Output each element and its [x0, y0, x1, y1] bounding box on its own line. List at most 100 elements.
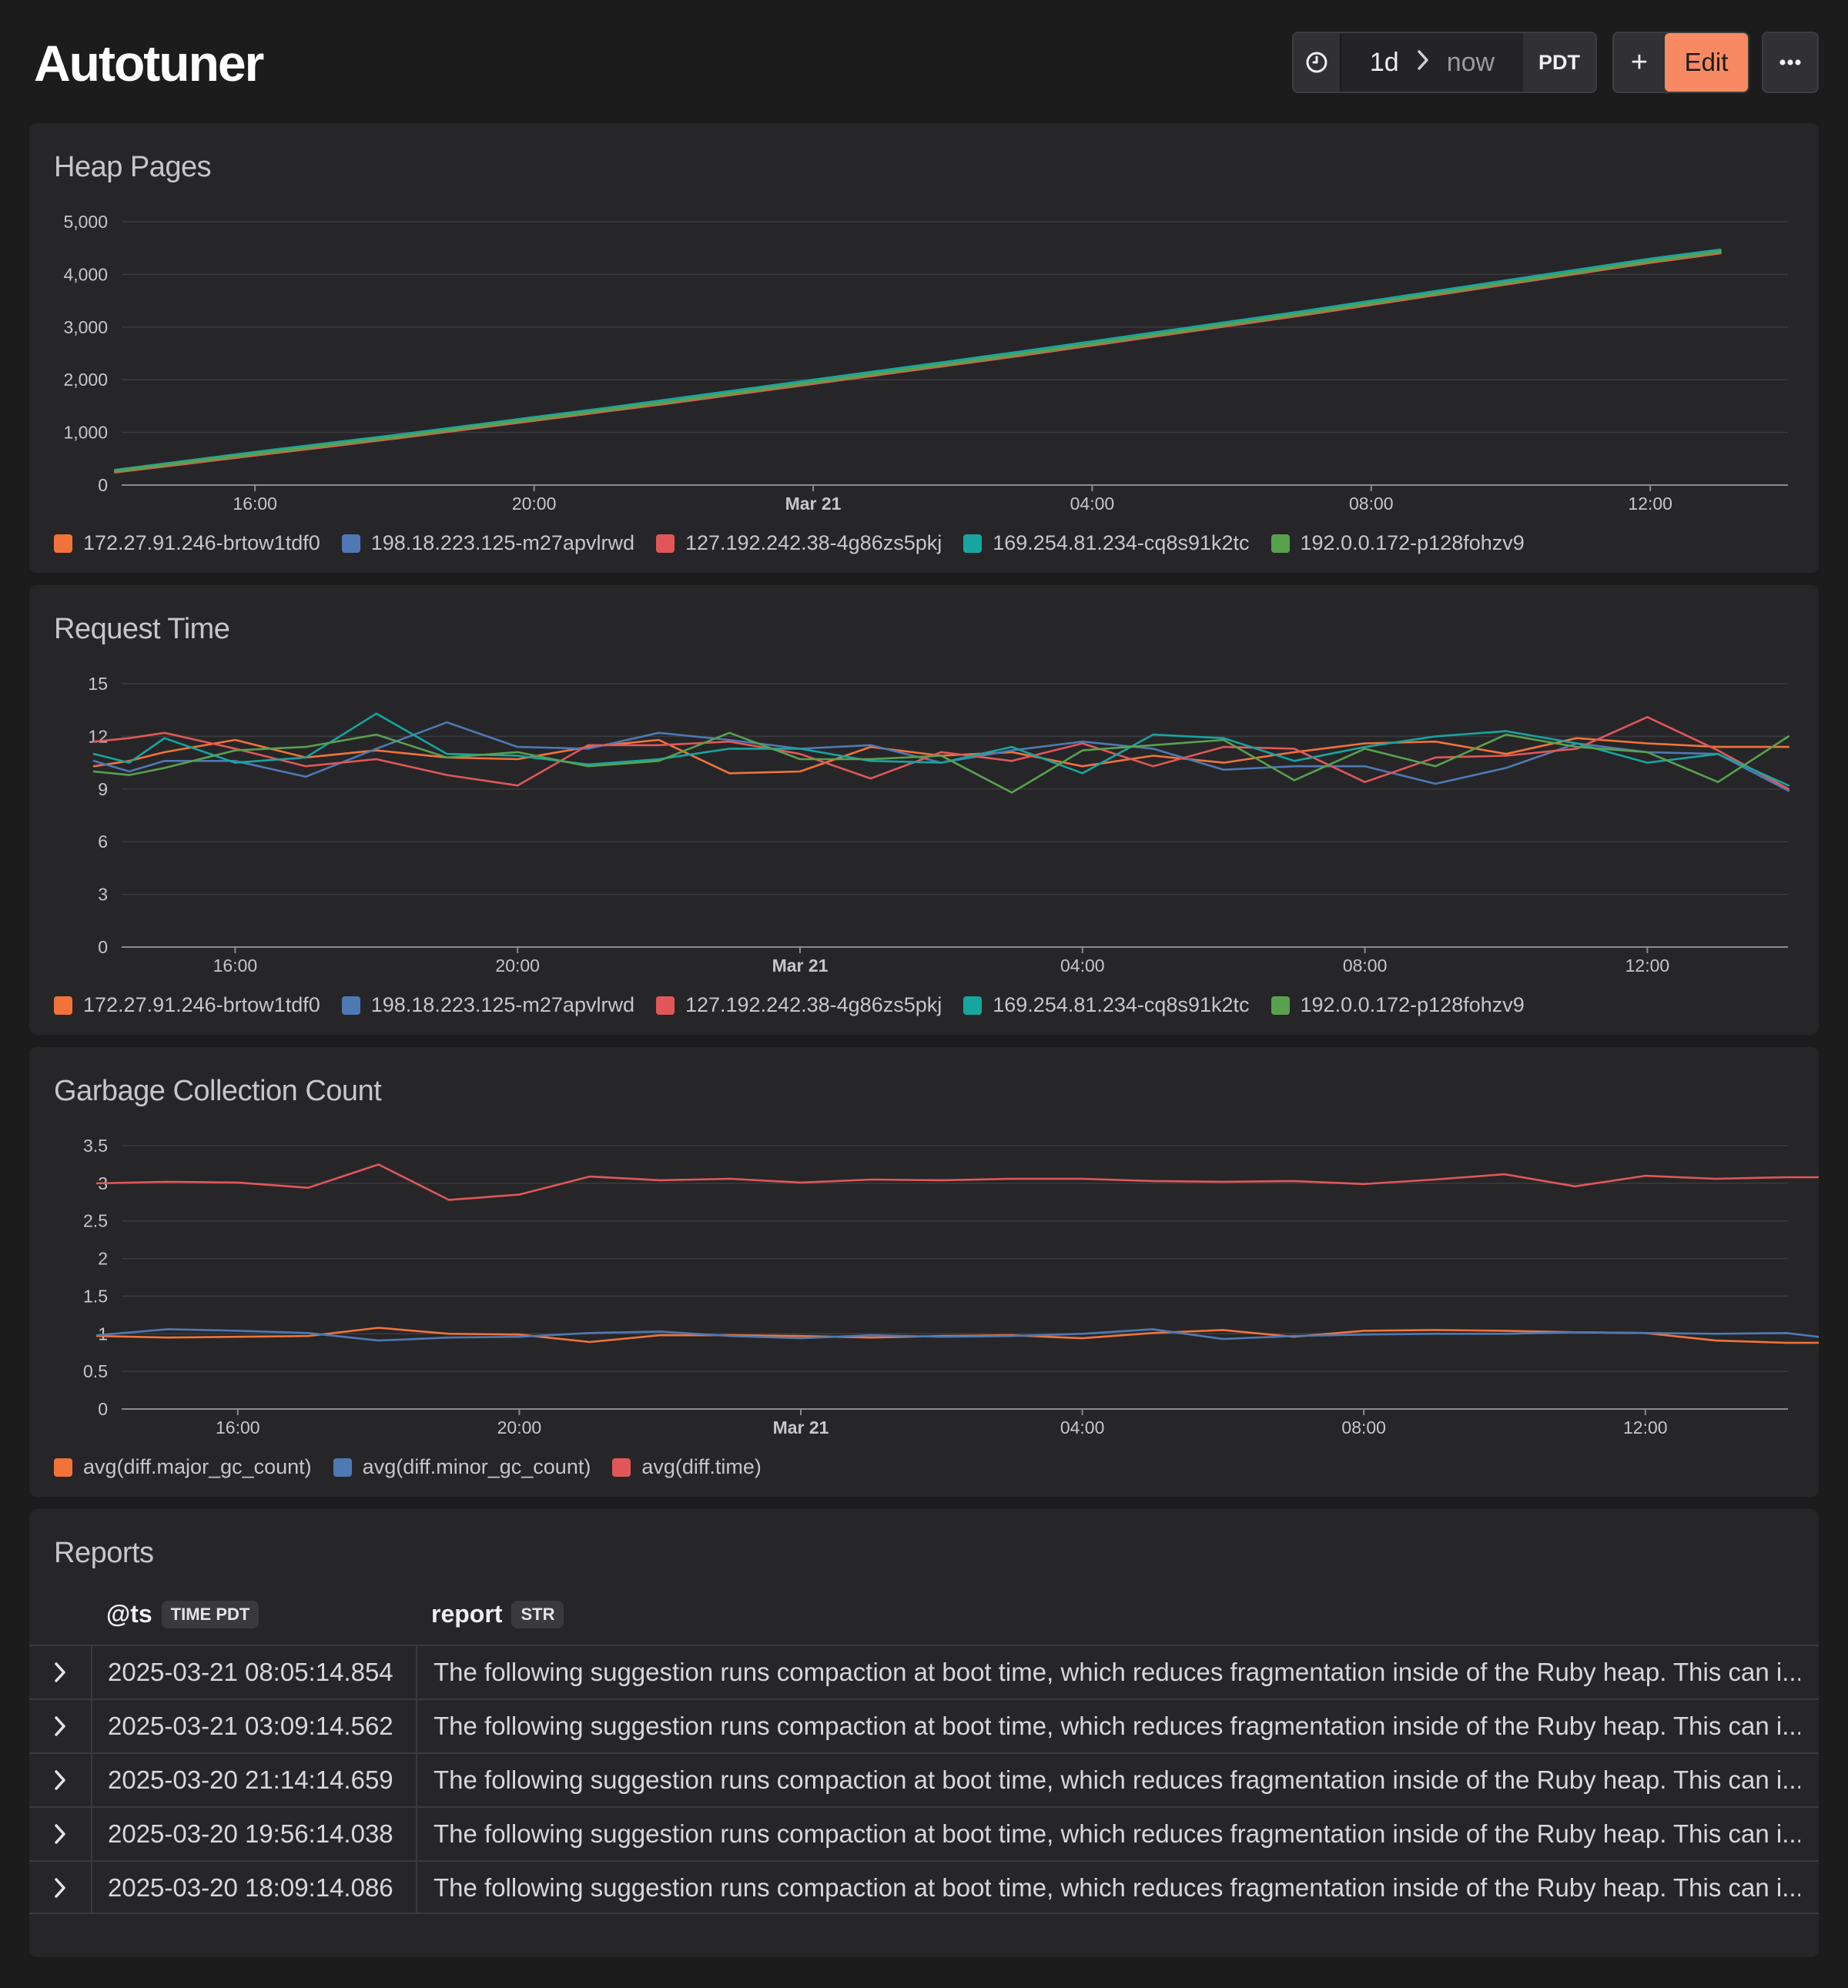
time-range-picker[interactable]: 1d now PDT	[1292, 32, 1597, 93]
x-tick-label: 16:00	[216, 1417, 260, 1437]
row-timestamp: 2025-03-21 03:09:14.562	[108, 1712, 393, 1740]
chevron-right-icon[interactable]	[29, 1700, 92, 1752]
panel-title: Reports	[54, 1537, 154, 1569]
legend-label: 127.192.242.38-4g86zs5pkj	[685, 993, 942, 1016]
heap-pages-chart[interactable]: 5,000 4,000 3,000 2,000 1,000 0 16:00 20:00 Mar …	[29, 123, 1819, 573]
column-divider	[416, 1862, 417, 1914]
add-button[interactable]: +	[1630, 45, 1649, 79]
legend-item[interactable]: avg(diff.minor_gc_count)	[333, 1455, 591, 1479]
swatch	[655, 534, 675, 553]
clock-icon[interactable]	[1294, 33, 1341, 92]
column-divider	[416, 1808, 417, 1860]
series-line-3[interactable]	[114, 248, 1722, 472]
legend: 172.27.91.246-brtow1tdf0 198.18.223.125-…	[54, 993, 1525, 1017]
y-tick-label: 5,000	[63, 212, 108, 232]
series-line-3[interactable]	[92, 712, 1790, 787]
swatch	[54, 534, 72, 553]
legend-item[interactable]: 169.254.81.234-cq8s91k2tc	[963, 993, 1250, 1017]
x-tick-label: 08:00	[1341, 1417, 1386, 1437]
series-line-1[interactable]	[95, 1328, 1819, 1342]
request-time-panel: Request Time 15 12 9 6 3 0 16:00 20:00 Mar 21 04:…	[29, 585, 1819, 1035]
swatch	[54, 996, 72, 1015]
legend-label: 169.254.81.234-cq8s91k2tc	[993, 993, 1250, 1016]
chevron-right-icon[interactable]	[29, 1754, 92, 1806]
legend-label: 192.0.0.172-p128fohzv9	[1300, 993, 1525, 1016]
legend-label: 198.18.223.125-m27apvlrwd	[370, 531, 634, 554]
x-tick-label: 08:00	[1343, 956, 1388, 976]
x-tick-label: 20:00	[512, 494, 557, 514]
legend: avg(diff.major_gc_count) avg(diff.minor_…	[54, 1455, 762, 1479]
swatch	[963, 534, 983, 553]
time-range-field[interactable]: 1d now	[1341, 33, 1523, 92]
row-report: The following suggestion runs compaction…	[434, 1765, 1800, 1794]
edit-controls: + Edit	[1612, 32, 1749, 93]
series-line-4[interactable]	[114, 250, 1722, 473]
legend-label: 172.27.91.246-brtow1tdf0	[83, 531, 320, 554]
y-tick-label: 2.5	[83, 1211, 108, 1231]
table-row[interactable]: 2025-03-21 03:09:14.562 The following su…	[29, 1699, 1819, 1752]
y-tick-label: 0.5	[83, 1361, 108, 1381]
legend-label: avg(diff.minor_gc_count)	[362, 1455, 591, 1478]
more-icon	[1779, 59, 1801, 65]
series-line-0[interactable]	[92, 737, 1790, 775]
table-row[interactable]: 2025-03-20 19:56:14.038 The following su…	[29, 1806, 1819, 1860]
y-tick-label: 9	[98, 779, 108, 799]
more-button[interactable]	[1762, 32, 1819, 93]
column-header-ts[interactable]: @ts TIME PDT	[106, 1600, 259, 1628]
x-tick-label: 12:00	[1623, 1417, 1668, 1437]
edit-button[interactable]: Edit	[1665, 33, 1748, 92]
column-header-report[interactable]: report STR	[431, 1600, 564, 1628]
y-tick-label: 1,000	[63, 423, 108, 443]
y-tick-label: 1.5	[83, 1286, 108, 1306]
legend-item[interactable]: avg(diff.time)	[612, 1455, 762, 1479]
swatch	[341, 534, 360, 553]
chevron-right-icon[interactable]	[29, 1808, 92, 1860]
legend-item[interactable]: 172.27.91.246-brtow1tdf0	[54, 531, 320, 555]
legend-item[interactable]: 192.0.0.172-p128fohzv9	[1270, 531, 1525, 555]
chevron-right-icon[interactable]	[29, 1646, 92, 1699]
panel-title: Heap Pages	[54, 151, 212, 183]
y-tick-label: 15	[88, 674, 108, 694]
chevron-right-icon[interactable]	[29, 1862, 92, 1914]
column-divider	[416, 1646, 417, 1699]
reports-panel: Reports @ts TIME PDT report STR	[29, 1509, 1819, 1957]
column-type-badge: STR	[511, 1600, 564, 1628]
legend-item[interactable]: 198.18.223.125-m27apvlrwd	[341, 531, 634, 555]
series-line-2[interactable]	[95, 1163, 1819, 1201]
swatch	[963, 996, 983, 1015]
series-line-1[interactable]	[92, 721, 1790, 792]
legend-label: 172.27.91.246-brtow1tdf0	[83, 993, 320, 1016]
legend-label: avg(diff.major_gc_count)	[83, 1455, 312, 1478]
legend-item[interactable]: 169.254.81.234-cq8s91k2tc	[963, 531, 1250, 555]
y-tick-label: 0	[98, 475, 108, 495]
x-tick-label: 04:00	[1060, 1417, 1105, 1437]
legend-item[interactable]: 127.192.242.38-4g86zs5pkj	[655, 531, 942, 555]
legend-item[interactable]: 127.192.242.38-4g86zs5pkj	[655, 993, 942, 1017]
y-tick-label: 4,000	[63, 264, 108, 284]
legend-item[interactable]: 172.27.91.246-brtow1tdf0	[54, 993, 320, 1017]
swatch	[1270, 996, 1290, 1015]
timezone-button[interactable]: PDT	[1523, 33, 1595, 92]
y-tick-label: 3	[98, 885, 108, 905]
legend-item[interactable]: 192.0.0.172-p128fohzv9	[1270, 993, 1525, 1017]
legend-label: avg(diff.time)	[641, 1455, 762, 1478]
x-tick-label: 08:00	[1349, 494, 1394, 514]
x-tick-label: 20:00	[495, 956, 540, 976]
table-row[interactable]: 2025-03-21 08:05:14.854 The following su…	[29, 1645, 1819, 1699]
series-line-0[interactable]	[95, 1327, 1819, 1344]
legend-item[interactable]: 198.18.223.125-m27apvlrwd	[341, 993, 634, 1017]
table-row[interactable]: 2025-03-20 21:14:14.659 The following su…	[29, 1752, 1819, 1806]
series-line-4[interactable]	[92, 731, 1790, 794]
series-line-2[interactable]	[92, 716, 1790, 791]
legend-item[interactable]: avg(diff.major_gc_count)	[54, 1455, 312, 1479]
x-tick-label: 12:00	[1628, 494, 1672, 514]
page-title: Autotuner	[34, 35, 264, 92]
column-name: report	[431, 1600, 503, 1628]
x-tick-label: 04:00	[1060, 956, 1105, 976]
request-time-chart[interactable]: 15 12 9 6 3 0 16:00 20:00 Mar 21 04:00 08:00 12:00	[29, 585, 1819, 1035]
swatch	[341, 996, 360, 1015]
table-row[interactable]: 2025-03-20 18:09:14.086 The following su…	[29, 1860, 1819, 1914]
x-tick-label: Mar 21	[772, 956, 829, 976]
row-timestamp: 2025-03-20 21:14:14.659	[108, 1765, 393, 1794]
